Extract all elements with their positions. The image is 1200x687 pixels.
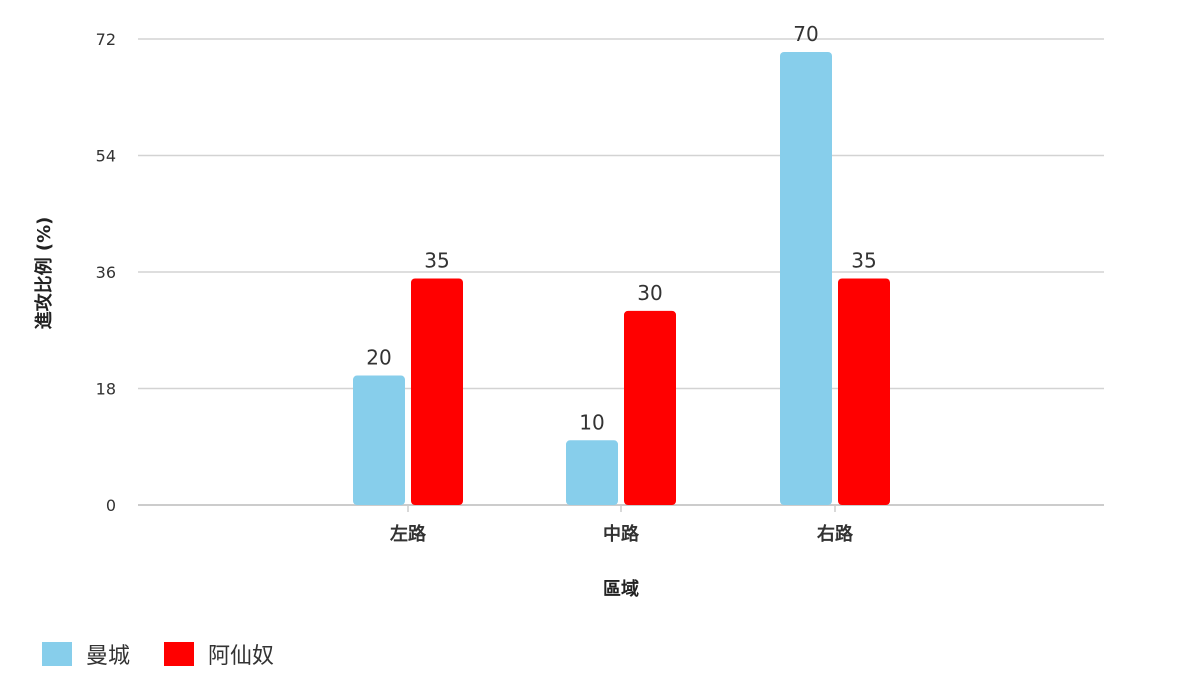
bar-series-2-1 (411, 278, 463, 505)
data-label: 35 (424, 248, 449, 272)
y-tick-label: 18 (96, 380, 116, 399)
y-tick-label: 72 (96, 30, 116, 49)
data-label: 30 (637, 281, 662, 305)
x-tick-label: 中路 (603, 523, 640, 545)
legend-label: 曼城 (86, 644, 131, 669)
legend-label: 阿仙奴 (208, 644, 275, 669)
y-tick-label: 36 (96, 263, 116, 282)
bar-series-1-2 (566, 440, 618, 505)
data-label: 35 (851, 248, 876, 272)
bar-series-2-3 (838, 278, 890, 505)
bar-chart: 0 18 36 54 72 左路 中路 右路 20 10 70 35 30 35 進攻比例 (%) 區… (33, 22, 1104, 600)
x-tick-label: 右路 (817, 523, 854, 545)
data-label: 10 (579, 410, 604, 434)
data-label: 70 (793, 22, 818, 46)
bar-series-2-2 (624, 310, 676, 505)
bars (353, 51, 890, 505)
y-axis-title: 進攻比例 (%) (33, 217, 55, 330)
x-axis-title: 區域 (603, 578, 639, 600)
bar-series-1-1 (353, 375, 405, 505)
gridlines (138, 38, 1104, 506)
data-label: 20 (366, 346, 391, 370)
legend-item-series-1: 曼城 (42, 638, 130, 670)
bar-series-1-3 (780, 51, 832, 505)
x-axis: 左路 中路 右路 (138, 504, 1104, 545)
y-axis-ticks: 0 18 36 54 72 (96, 30, 116, 515)
legend-swatch (42, 642, 72, 666)
legend-swatch (164, 642, 195, 666)
y-tick-label: 0 (106, 496, 116, 515)
y-tick-label: 54 (96, 147, 116, 166)
legend: 曼城 阿仙奴 (42, 638, 308, 670)
data-labels: 20 10 70 35 30 35 (366, 22, 876, 434)
x-tick-label: 左路 (390, 523, 427, 545)
legend-item-series-2: 阿仙奴 (164, 638, 274, 670)
